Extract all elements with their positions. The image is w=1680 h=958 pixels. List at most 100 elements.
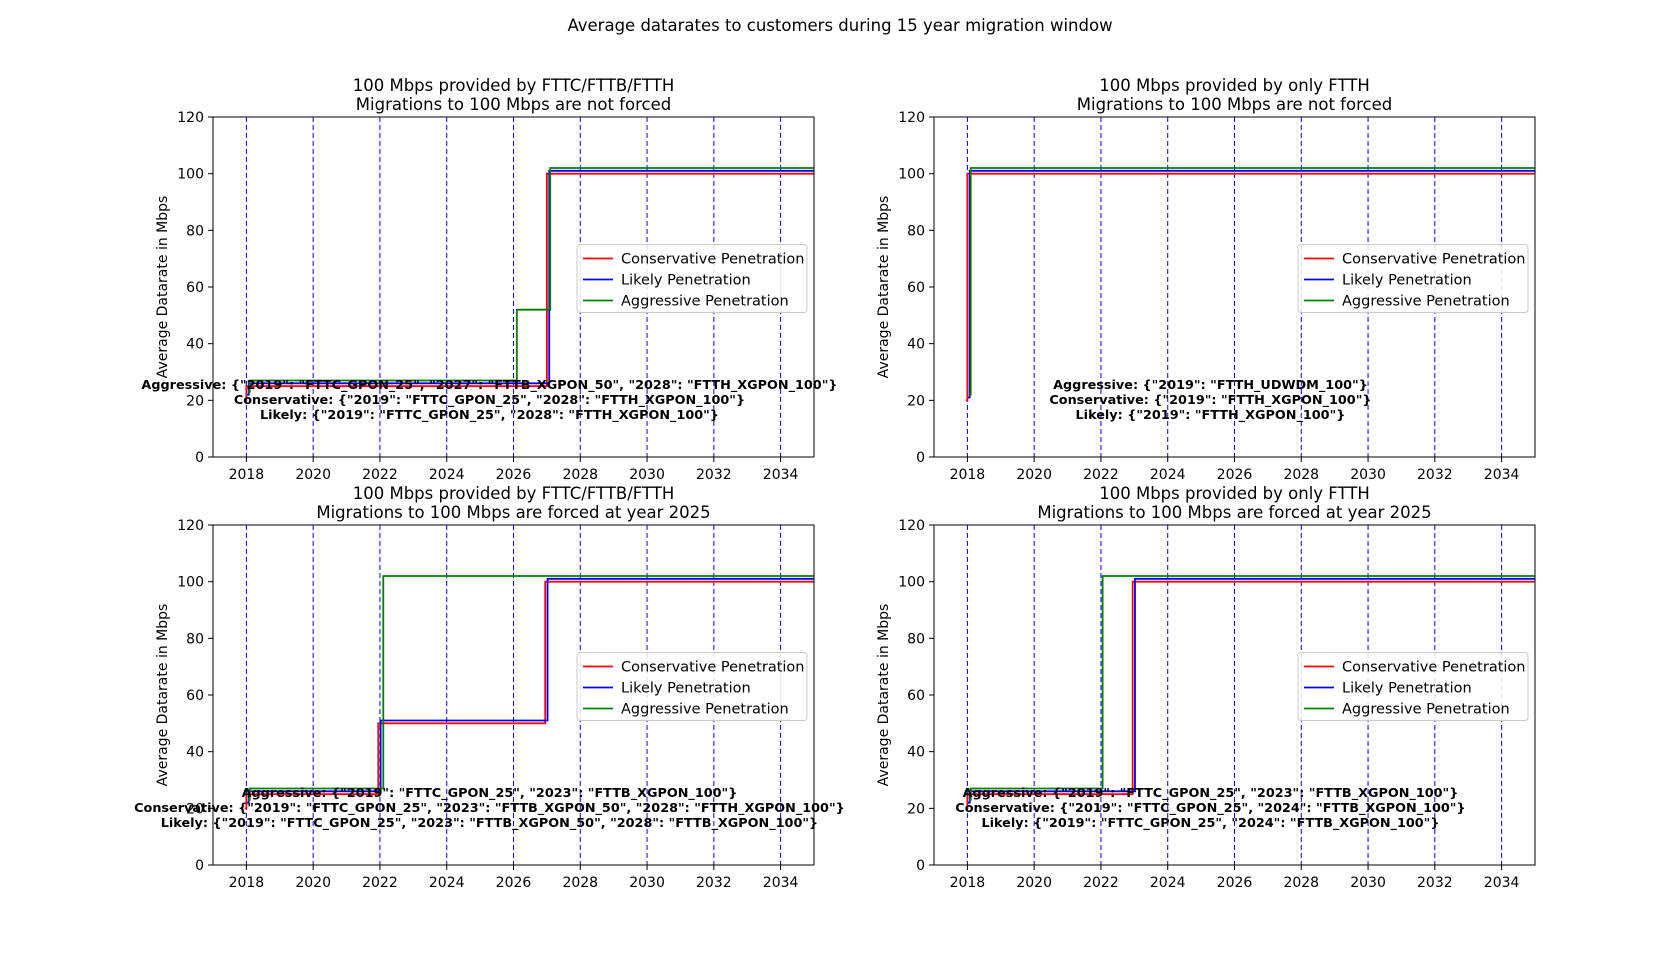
- migration-annotation: Conservative: {"2019": "FTTH_XGPON_100"}: [1049, 393, 1371, 408]
- y-tick-label: 60: [186, 280, 204, 296]
- migration-annotation: Conservative: {"2019": "FTTC_GPON_25", "…: [955, 801, 1465, 816]
- y-tick-label: 60: [907, 688, 925, 704]
- legend-entry: Conservative Penetration: [621, 252, 804, 268]
- y-tick-label: 20: [186, 801, 204, 817]
- migration-annotation: Aggressive: {"2019": "FTTH_UDWDM_100"}: [1053, 378, 1368, 393]
- series-line-aggressive-penetration: [969, 575, 1535, 801]
- x-tick-label: 2034: [1484, 467, 1520, 483]
- legend-entry: Aggressive Penetration: [1342, 294, 1510, 310]
- y-tick-label: 20: [186, 393, 204, 409]
- subplots: 100 Mbps provided by FTTC/FTTB/FTTHMigra…: [134, 76, 1536, 891]
- subplot-3: 100 Mbps provided by FTTC/FTTB/FTTHMigra…: [134, 484, 845, 891]
- y-tick-label: 0: [916, 450, 925, 466]
- y-tick-label: 80: [186, 631, 204, 647]
- legend: Conservative Penetration Likely Penetrati…: [576, 652, 808, 721]
- legend-entry: Conservative Penetration: [621, 660, 804, 676]
- x-tick-label: 2032: [696, 875, 732, 891]
- y-tick-label: 120: [177, 518, 204, 534]
- legend-entry: Likely Penetration: [1342, 273, 1472, 289]
- figure-suptitle: Average datarates to customers during 15…: [567, 16, 1112, 35]
- y-tick-label: 0: [195, 450, 204, 466]
- x-tick-label: 2032: [1417, 875, 1453, 891]
- y-axis-label: Average Datarate in Mbps: [155, 196, 171, 379]
- x-tick-label: 2030: [629, 875, 665, 891]
- y-tick-label: 40: [186, 337, 204, 353]
- migration-annotation: Aggressive: {"2019": "FTTC_GPON_25", "20…: [141, 378, 837, 393]
- subplot-subtitle: Migrations to 100 Mbps are forced at yea…: [1037, 503, 1431, 522]
- legend-entry: Aggressive Penetration: [621, 702, 789, 718]
- y-tick-label: 120: [898, 518, 925, 534]
- y-tick-label: 80: [907, 223, 925, 239]
- y-tick-label: 0: [195, 858, 204, 874]
- x-tick-label: 2026: [496, 875, 532, 891]
- migration-annotation: Aggressive: {"2019": "FTTC_GPON_25", "20…: [242, 786, 738, 801]
- y-tick-label: 20: [907, 393, 925, 409]
- x-tick-label: 2024: [1150, 875, 1186, 891]
- x-tick-label: 2018: [950, 875, 986, 891]
- x-tick-label: 2028: [1283, 875, 1319, 891]
- subplot-4: 100 Mbps provided by only FTTHMigrations…: [876, 484, 1536, 891]
- series-line-conservative-penetration: [244, 580, 814, 810]
- y-axis-label: Average Datarate in Mbps: [155, 604, 171, 787]
- legend-box: [1297, 652, 1529, 721]
- legend-entry: Conservative Penetration: [1342, 252, 1525, 268]
- x-tick-label: 2034: [763, 467, 799, 483]
- x-tick-label: 2022: [1083, 875, 1119, 891]
- y-tick-label: 40: [907, 337, 925, 353]
- subplot-subtitle: Migrations to 100 Mbps are not forced: [356, 95, 671, 114]
- x-tick-label: 2028: [562, 875, 598, 891]
- subplot-1: 100 Mbps provided by FTTC/FTTB/FTTHMigra…: [141, 76, 837, 483]
- series-line-conservative-penetration: [965, 580, 1535, 810]
- legend-entry: Aggressive Penetration: [621, 294, 789, 310]
- y-tick-label: 40: [186, 745, 204, 761]
- series-line-likely-penetration: [247, 169, 814, 396]
- legend-entry: Aggressive Penetration: [1342, 702, 1510, 718]
- x-tick-label: 2026: [496, 467, 532, 483]
- subplot-title: 100 Mbps provided by FTTC/FTTB/FTTH: [353, 76, 675, 95]
- x-tick-label: 2022: [362, 875, 398, 891]
- migration-annotation: Likely: {"2019": "FTTC_GPON_25", "2024":…: [981, 816, 1439, 831]
- migration-annotation: Conservative: {"2019": "FTTC_GPON_25", "…: [134, 801, 845, 816]
- legend-box: [1297, 244, 1529, 313]
- legend-box: [576, 244, 808, 313]
- x-tick-label: 2022: [1083, 467, 1119, 483]
- migration-annotation: Likely: {"2019": "FTTC_GPON_25", "2023":…: [161, 816, 818, 831]
- legend-box: [576, 652, 808, 721]
- legend-entry: Likely Penetration: [621, 681, 751, 697]
- x-tick-label: 2020: [1016, 467, 1052, 483]
- y-tick-label: 20: [907, 801, 925, 817]
- legend-entry: Likely Penetration: [1342, 681, 1472, 697]
- y-tick-label: 100: [898, 575, 925, 591]
- series-line-likely-penetration: [247, 577, 814, 804]
- x-tick-label: 2032: [696, 467, 732, 483]
- migration-annotation: Likely: {"2019": "FTTC_GPON_25", "2028":…: [260, 408, 719, 423]
- y-tick-label: 120: [898, 110, 925, 126]
- x-tick-label: 2020: [295, 875, 331, 891]
- y-tick-label: 100: [177, 575, 204, 591]
- series-line-aggressive-penetration: [248, 575, 814, 801]
- x-tick-label: 2022: [362, 467, 398, 483]
- x-tick-label: 2024: [429, 467, 465, 483]
- legend-entry: Likely Penetration: [621, 273, 751, 289]
- x-tick-label: 2034: [763, 875, 799, 891]
- y-tick-label: 0: [916, 858, 925, 874]
- x-tick-label: 2026: [1217, 875, 1253, 891]
- series-line-conservative-penetration: [965, 172, 1535, 402]
- y-tick-label: 80: [186, 223, 204, 239]
- x-tick-label: 2030: [1350, 467, 1386, 483]
- legend-entry: Conservative Penetration: [1342, 660, 1525, 676]
- y-tick-label: 120: [177, 110, 204, 126]
- subplot-title: 100 Mbps provided by FTTC/FTTB/FTTH: [353, 484, 675, 503]
- x-tick-label: 2028: [562, 467, 598, 483]
- y-axis-label: Average Datarate in Mbps: [876, 604, 892, 787]
- x-tick-label: 2018: [229, 875, 265, 891]
- migration-annotation: Conservative: {"2019": "FTTC_GPON_25", "…: [234, 393, 745, 408]
- legend: Conservative Penetration Likely Penetrati…: [576, 244, 808, 313]
- subplot-title: 100 Mbps provided by only FTTH: [1099, 484, 1370, 503]
- x-tick-label: 2032: [1417, 467, 1453, 483]
- subplot-subtitle: Migrations to 100 Mbps are forced at yea…: [316, 503, 710, 522]
- legend: Conservative Penetration Likely Penetrati…: [1297, 244, 1529, 313]
- y-tick-label: 60: [186, 688, 204, 704]
- series-line-conservative-penetration: [244, 172, 814, 402]
